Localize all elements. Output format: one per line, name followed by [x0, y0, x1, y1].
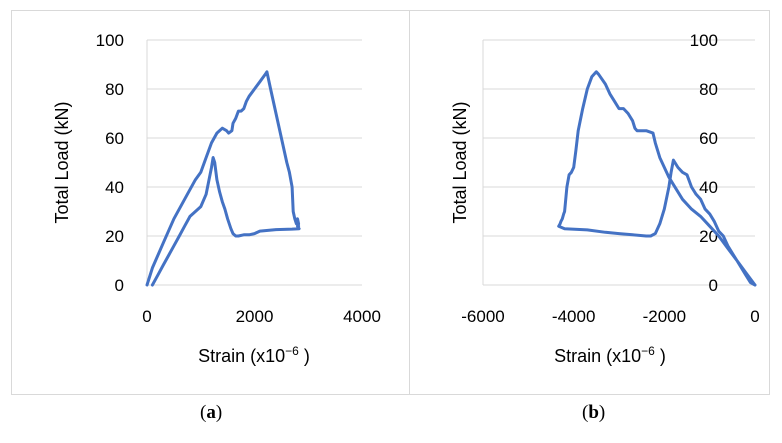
series-line-0 [145, 70, 301, 287]
panel-label-b-close: ) [598, 402, 606, 423]
panel-label-b: (b) [582, 402, 605, 424]
x-axis-label-main: Strain (x10 [554, 346, 641, 366]
y-tick-label: 20 [105, 227, 124, 246]
y-tick-label: 80 [105, 80, 124, 99]
y-axis-label: Total Load (kN) [52, 101, 72, 223]
series-line-0 [557, 70, 757, 287]
x-axis-label-sup: −6 [641, 344, 655, 358]
x-tick-label: 2000 [236, 307, 274, 326]
x-tick-label: -2000 [643, 307, 686, 326]
x-tick-label: -6000 [461, 307, 504, 326]
y-tick-label: 60 [699, 129, 718, 148]
panel-label-a: (a) [200, 402, 222, 424]
x-tick-label: 4000 [343, 307, 381, 326]
y-tick-label: 40 [105, 178, 124, 197]
y-tick-label: 20 [699, 227, 718, 246]
x-axis-label-end: ) [299, 346, 310, 366]
x-axis-label: Strain (x10−6 ) [554, 344, 666, 366]
x-tick-label: 0 [142, 307, 151, 326]
panel-label-a-close: ) [215, 402, 223, 423]
figure-frame [11, 10, 770, 395]
panel-label-b-open: ( [582, 402, 589, 423]
y-tick-label: 100 [690, 31, 718, 50]
y-axis-label: Total Load (kN) [450, 101, 470, 223]
panel-label-b-letter: b [588, 402, 599, 423]
y-tick-label: 0 [709, 276, 718, 295]
x-axis-label-main: Strain (x10 [198, 346, 285, 366]
panel-label-a-letter: a [206, 402, 216, 423]
x-axis-label-end: ) [655, 346, 666, 366]
y-tick-label: 0 [115, 276, 124, 295]
x-axis-label-sup: −6 [285, 344, 299, 358]
y-tick-label: 100 [96, 31, 124, 50]
x-tick-label: 0 [750, 307, 759, 326]
panel-label-a-open: ( [200, 402, 207, 423]
y-tick-label: 80 [699, 80, 718, 99]
y-tick-label: 40 [699, 178, 718, 197]
x-tick-label: -4000 [552, 307, 595, 326]
x-axis-label: Strain (x10−6 ) [198, 344, 310, 366]
panel-divider [409, 10, 410, 395]
y-tick-label: 60 [105, 129, 124, 148]
